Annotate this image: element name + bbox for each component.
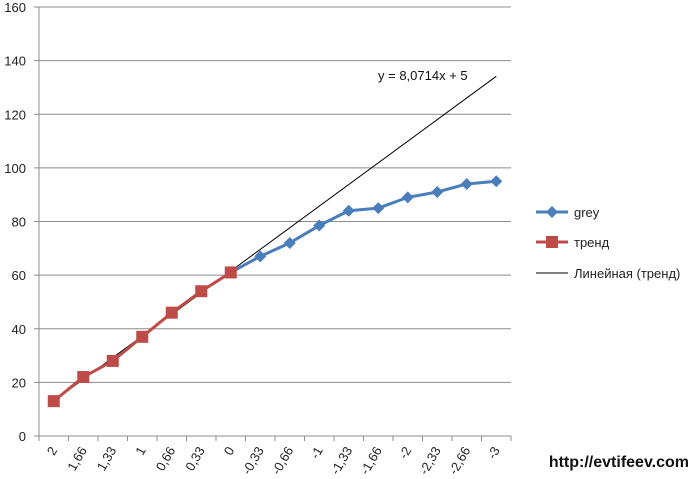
data-point: [460, 177, 473, 190]
data-point: [401, 191, 414, 204]
data-point: [546, 236, 558, 248]
x-tick-label: 1,33: [94, 444, 120, 473]
data-point: [283, 236, 296, 249]
x-tick-label: -3: [484, 444, 503, 462]
series-тренд: [47, 266, 237, 408]
y-tick-label: 80: [12, 215, 26, 230]
data-point: [77, 371, 90, 384]
legend: grey тренд Линейная (тренд): [536, 205, 680, 281]
watermark: http://evtifeev.com: [549, 454, 689, 471]
series-line: [230, 179, 497, 274]
data-point: [165, 306, 178, 319]
y-tick-label: 40: [12, 322, 26, 337]
trendline-layer: [53, 75, 497, 402]
data-point: [106, 354, 119, 367]
y-tick-label: 120: [4, 107, 26, 122]
trendline: [53, 75, 497, 402]
y-tick-label: 100: [4, 161, 26, 176]
x-tick-label: -0,33: [239, 444, 267, 477]
data-point: [342, 204, 355, 217]
x-tick-label: -1: [307, 444, 326, 462]
y-tick-labels: 0 20 40 60 80 100 120 140 160: [4, 0, 26, 444]
x-tick-label: -2: [396, 444, 415, 462]
data-point: [490, 175, 503, 188]
data-point: [313, 219, 326, 232]
x-tick-labels: 2 1,66 1,33 1 0,66 0,33 0 -0,33 -0,66 -1 -1,33 -1,6…: [44, 444, 503, 477]
legend-label: grey: [574, 205, 600, 220]
x-tick-label: -1,33: [328, 444, 356, 477]
series-grey: [224, 175, 503, 279]
legend-label: Линейная (тренд): [574, 266, 680, 281]
x-tick-label: -2,66: [446, 444, 474, 477]
legend-label: тренд: [574, 235, 610, 250]
data-point: [47, 395, 60, 408]
axes: [34, 6, 512, 441]
data-point: [195, 285, 208, 298]
trendline-equation: y = 8,0714x + 5: [378, 68, 468, 83]
x-tick-label: 0,66: [153, 444, 179, 473]
x-tick-label: 0,33: [182, 444, 208, 473]
data-point: [372, 202, 385, 215]
series-layer: [47, 175, 503, 408]
data-point: [546, 206, 558, 218]
legend-item: тренд: [536, 235, 610, 250]
x-tick-label: 2: [44, 444, 61, 458]
data-point: [431, 186, 444, 199]
y-tick-label: 20: [12, 375, 26, 390]
y-tick-label: 140: [4, 54, 26, 69]
x-tick-label: -2,33: [416, 444, 444, 477]
x-tick-label: 1,66: [64, 444, 90, 473]
x-tick-label: 0: [221, 444, 238, 458]
y-tick-label: 160: [4, 0, 26, 15]
data-point: [254, 250, 267, 263]
x-tick-label: 1: [132, 444, 149, 458]
gridlines: [39, 6, 511, 383]
y-tick-label: 0: [19, 429, 26, 444]
x-tick-label: -0,66: [269, 444, 297, 477]
legend-item: Линейная (тренд): [536, 266, 680, 281]
data-point: [224, 266, 237, 279]
x-tick-label: -1,66: [357, 444, 385, 477]
data-point: [136, 330, 149, 343]
legend-item: grey: [536, 205, 600, 220]
y-tick-label: 60: [12, 268, 26, 283]
